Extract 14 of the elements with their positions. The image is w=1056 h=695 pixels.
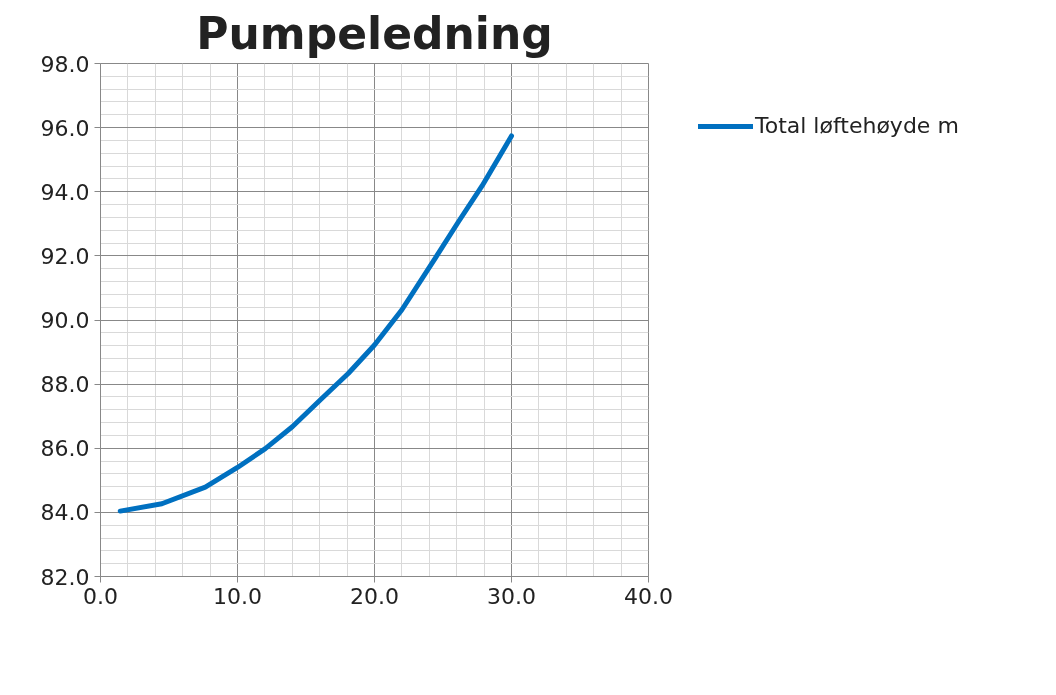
y-tick-label: 94.0 xyxy=(40,179,90,205)
x-tick-label: 10.0 xyxy=(213,583,262,609)
y-tick-label: 90.0 xyxy=(40,308,90,333)
y-tick-label: 98.0 xyxy=(40,51,90,77)
legend-label: Total løftehøyde m xyxy=(755,113,959,138)
y-tick-label: 84.0 xyxy=(40,500,90,526)
y-tick-label: 88.0 xyxy=(40,372,90,398)
y-tick-label: 96.0 xyxy=(40,115,90,141)
y-tick-label: 86.0 xyxy=(40,436,90,462)
x-tick-label: 30.0 xyxy=(487,583,536,609)
chart-title: Pumpeledning xyxy=(196,7,553,59)
x-tick-label: 40.0 xyxy=(624,583,673,609)
y-tick-label: 92.0 xyxy=(40,243,90,269)
x-tick-label: 20.0 xyxy=(350,583,399,609)
